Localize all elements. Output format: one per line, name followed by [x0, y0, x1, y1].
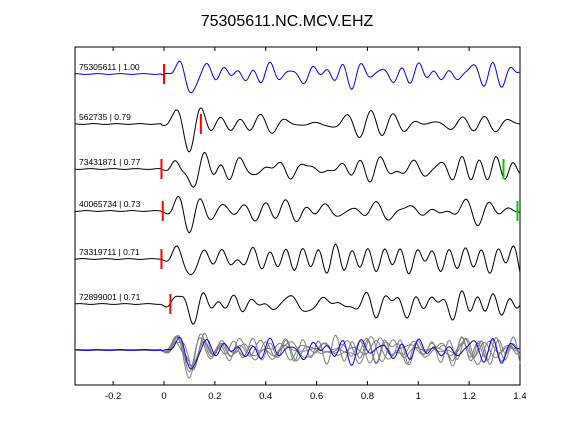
x-tick-label: 0.2: [208, 391, 221, 402]
trace-line: [74, 151, 521, 188]
plot-area: [74, 46, 521, 386]
trace-line: [74, 60, 521, 94]
trace-5: 73319711 | 0.71: [74, 243, 521, 276]
x-tick-label: 0.8: [361, 391, 374, 402]
trace-label: 72899001 | 0.71: [79, 292, 141, 302]
x-tick-label: -0.2: [105, 391, 121, 402]
traces-layer: 75305611 | 1.00 562735 | 0.79 73431871 | 0…: [74, 60, 521, 379]
x-tick-label: 1.2: [463, 391, 476, 402]
trace-4: 40065734 | 0.73: [74, 196, 521, 234]
x-axis: -0.2 0 0.2 0.4 0.6 0.8 1 1.2 1.4: [105, 47, 527, 402]
x-tick-label: 0.4: [259, 391, 272, 402]
trace-label: 75305611 | 1.00: [79, 62, 140, 72]
x-tick-label: 1.4: [513, 391, 526, 402]
trace-line: [74, 243, 521, 276]
trace-1: 75305611 | 1.00: [74, 60, 521, 94]
trace-line: [74, 290, 521, 325]
trace-label: 40065734 | 0.73: [79, 199, 141, 209]
overlay-reference-trace: [74, 336, 521, 370]
trace-6: 72899001 | 0.71: [74, 290, 521, 325]
trace-2: 562735 | 0.79: [74, 107, 521, 153]
trace-label: 562735 | 0.79: [79, 112, 131, 122]
trace-line: [74, 107, 521, 153]
x-tick-label: 1: [416, 391, 421, 402]
x-tick-label: 0.6: [310, 391, 323, 402]
x-tick-label: 0: [161, 391, 166, 402]
chart-title: 75305611.NC.MCV.EHZ: [201, 13, 374, 30]
trace-line: [74, 196, 521, 234]
trace-label: 73319711 | 0.71: [79, 247, 140, 257]
trace-3: 73431871 | 0.77: [74, 151, 521, 188]
trace-label: 73431871 | 0.77: [79, 157, 141, 167]
stacked-overlay: [74, 332, 521, 379]
